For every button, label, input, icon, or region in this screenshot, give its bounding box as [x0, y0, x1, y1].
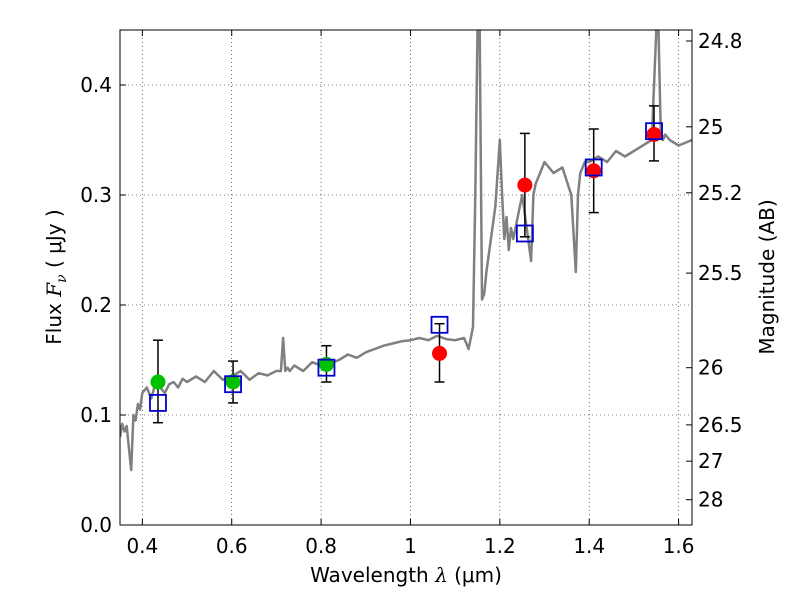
axis-ticks: 0.4 0.6 0.8 1 1.2 1.4 1.6 0.0 0.1 0.2 0.3 0.4 24.8 25… [80, 29, 742, 558]
model-photometry-square [430, 315, 449, 334]
right-tick-label: 27 [698, 449, 723, 473]
y-tick-label: 0.1 [80, 403, 112, 427]
data-point [432, 345, 448, 361]
right-tick-label: 28 [698, 488, 723, 512]
data-point [318, 356, 334, 372]
x-tick-label: 1.6 [663, 534, 695, 558]
x-tick-label: 0.6 [216, 534, 248, 558]
model-photometry-square [584, 158, 603, 177]
x-tick-label: 1.2 [484, 534, 516, 558]
plot-frame [119, 29, 693, 526]
x-tick-label: 1 [404, 534, 417, 558]
data-point [150, 374, 166, 390]
spectrum-line [120, 30, 692, 472]
right-tick-label: 25.5 [698, 261, 743, 285]
y-axis-label: Flux Fν ( μJy ) [42, 209, 70, 344]
model-photometry-square [645, 122, 663, 141]
model-photometry-square [515, 224, 534, 243]
x-tick-label: 1.4 [573, 534, 605, 558]
x-axis-label: Wavelength λ (μm) [310, 563, 502, 587]
model-photometry-square [224, 375, 242, 394]
right-axis-label: Magnitude (AB) [755, 199, 779, 354]
data-point [225, 374, 241, 390]
y-tick-label: 0.3 [80, 183, 112, 207]
y-tick-label: 0.2 [80, 293, 112, 317]
y-tick-label: 0.4 [80, 73, 112, 97]
series-layer [120, 30, 692, 472]
y-tick-label: 0.0 [80, 513, 112, 537]
right-tick-label: 26 [698, 356, 723, 380]
data-point [586, 163, 602, 179]
right-tick-label: 25 [698, 115, 723, 139]
data-point [517, 177, 533, 193]
model-photometry-square [149, 393, 167, 412]
model-photometry-square [317, 358, 336, 377]
x-tick-label: 0.4 [126, 534, 158, 558]
x-tick-label: 0.8 [305, 534, 337, 558]
grid-lines [120, 30, 692, 526]
data-point [646, 127, 662, 142]
right-tick-label: 26.5 [698, 413, 743, 437]
right-tick-label: 25.2 [698, 181, 743, 205]
right-tick-label: 24.8 [698, 29, 743, 53]
